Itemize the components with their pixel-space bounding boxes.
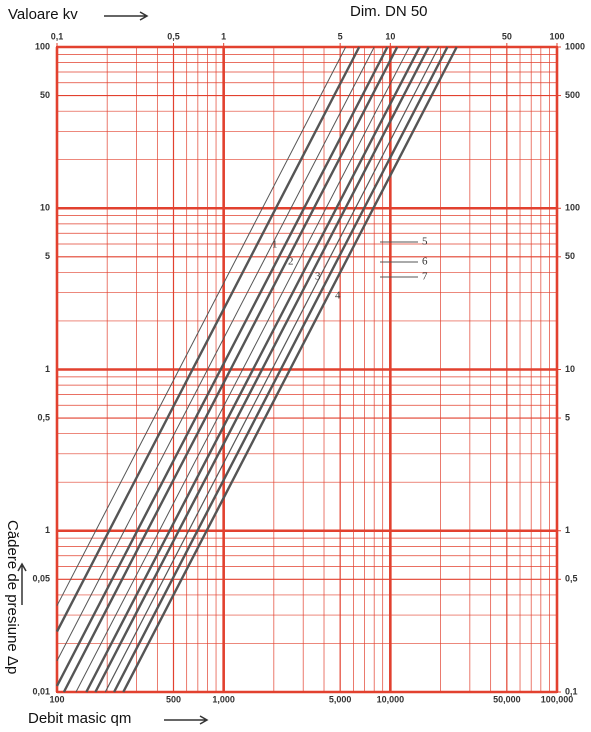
y-axis-label: Cădere de presiune Δp: [4, 520, 21, 674]
y-tick-label: 1: [45, 364, 50, 374]
y-tick-label: 0,5: [37, 412, 50, 422]
curve: [104, 46, 440, 693]
curve-label: 3: [315, 271, 321, 283]
arrow: [164, 715, 209, 725]
x-tick-label: 10,000: [377, 694, 405, 704]
y2-tick-label: 0,5: [565, 574, 578, 584]
plot-frame: [56, 46, 558, 693]
curve-label: 4: [335, 290, 341, 302]
y2-tick-label: 5: [565, 412, 570, 422]
y2-tick-label: 50: [565, 251, 575, 261]
y2-tick-label: 1: [565, 525, 570, 535]
y-tick-label: 50: [40, 90, 50, 100]
x-tick-label: 100: [49, 694, 64, 704]
curve: [94, 46, 430, 693]
y2-tick-label: 0,1: [565, 686, 578, 696]
chart-title: Dim. DN 50: [350, 3, 428, 20]
x-tick-label: 100,000: [541, 694, 574, 704]
x2-tick-label: 50: [502, 31, 512, 41]
curve: [75, 46, 410, 693]
x2-tick-label: 0,5: [167, 31, 180, 41]
x2-tick-label: 5: [338, 31, 343, 41]
y-tick-label: 0,05: [32, 574, 50, 584]
x-tick-label: 500: [166, 694, 181, 704]
x2-axis-label: Valoare kv: [8, 6, 78, 23]
curve: [56, 46, 375, 662]
x2-tick-label: 10: [385, 31, 395, 41]
y-tick-label: 0,01: [32, 686, 50, 696]
x2-tick-label: 1: [221, 31, 226, 41]
x-tick-label: 50,000: [493, 694, 521, 704]
x2-tick-label: 100: [549, 31, 564, 41]
curve-label: 1: [272, 239, 278, 251]
y-tick-label: 5: [45, 251, 50, 261]
curve: [56, 46, 347, 606]
curve-label: 6: [422, 256, 428, 268]
curve: [122, 46, 458, 693]
arrow: [104, 11, 149, 21]
y2-tick-label: 1000: [565, 41, 585, 51]
y2-tick-label: 500: [565, 90, 580, 100]
x-axis-label: Debit masic qm: [28, 710, 131, 727]
y2-tick-label: 10: [565, 364, 575, 374]
curve: [85, 46, 421, 693]
curve-label: 7: [422, 271, 428, 283]
curve: [55, 46, 361, 633]
curve-label: 2: [288, 256, 294, 268]
curve: [113, 46, 449, 693]
y-tick-label: 100: [35, 41, 50, 51]
y2-tick-label: 100: [565, 203, 580, 213]
x-tick-label: 1,000: [212, 694, 235, 704]
arrow: [17, 562, 27, 605]
x-tick-label: 5,000: [329, 694, 352, 704]
curve-label: 5: [422, 236, 428, 248]
curve: [55, 46, 389, 687]
x2-tick-label: 0,1: [51, 31, 64, 41]
y-tick-label: 10: [40, 203, 50, 213]
curve: [62, 46, 399, 693]
y-tick-label: 1: [45, 525, 50, 535]
